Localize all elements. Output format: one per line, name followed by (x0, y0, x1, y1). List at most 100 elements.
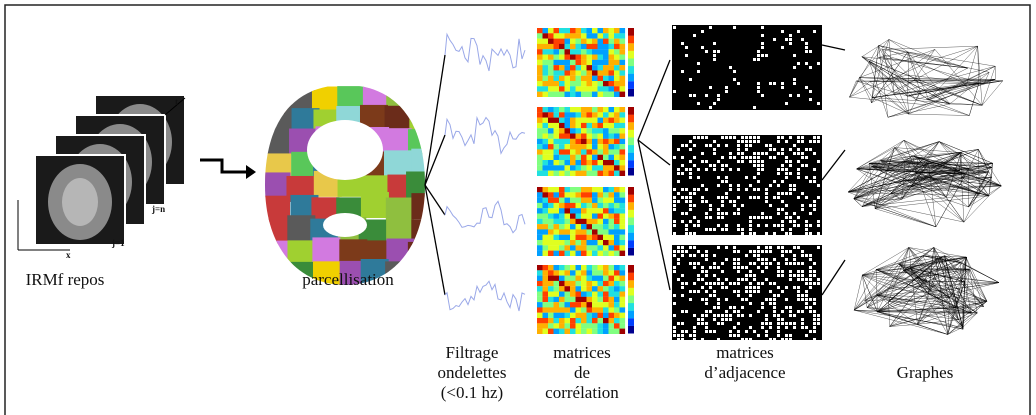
correlation-cell (548, 155, 554, 160)
correlation-cell (620, 203, 626, 208)
correlation-cell (576, 265, 582, 270)
adjacency-cell (777, 318, 780, 321)
adjacency-cell (673, 270, 676, 273)
label: ondelettes (438, 363, 507, 382)
adjacency-cell (765, 246, 768, 249)
adjacency-cell (805, 164, 808, 167)
adjacency-cell (673, 314, 676, 317)
correlation-cell (548, 245, 554, 250)
adjacency-cell (805, 294, 808, 297)
correlation-cell (559, 214, 565, 219)
adjacency-cell (741, 338, 744, 341)
correlation-cell (537, 134, 543, 139)
correlation-cell (620, 192, 626, 197)
adjacency-cell (689, 232, 692, 235)
correlation-cell (548, 49, 554, 54)
correlation-cell (554, 229, 560, 234)
correlation-cell (548, 81, 554, 86)
correlation-cell (559, 44, 565, 49)
adjacency-cell (737, 250, 740, 253)
adjacency-cell (749, 282, 752, 285)
correlation-cell (543, 286, 549, 291)
adjacency-cell (725, 144, 728, 147)
adjacency-cell (677, 334, 680, 337)
adjacency-cell (809, 266, 812, 269)
correlation-cell (548, 229, 554, 234)
adjacency-cell (745, 176, 748, 179)
correlation-cell (614, 92, 620, 97)
adjacency-cell (809, 286, 812, 289)
adjacency-cell (677, 192, 680, 195)
correlation-cell (581, 65, 587, 70)
adjacency-cell (765, 258, 768, 261)
adjacency-cell (769, 282, 772, 285)
correlation-cell (620, 155, 626, 160)
adjacency-cell (693, 144, 696, 147)
adjacency-cell (677, 148, 680, 151)
correlation-cell (537, 86, 543, 91)
adjacency-cell (813, 270, 816, 273)
adjacency-cell (681, 322, 684, 325)
correlation-cell (581, 128, 587, 133)
adjacency-cell (809, 254, 812, 257)
adjacency-cell (737, 282, 740, 285)
correlation-cell (554, 160, 560, 165)
adjacency-cell (757, 310, 760, 313)
adjacency-cell (749, 286, 752, 289)
adjacency-cell (773, 196, 776, 199)
adjacency-cell (773, 294, 776, 297)
adjacency-cell (713, 290, 716, 293)
adjacency-cell (761, 262, 764, 265)
correlation-cell (620, 240, 626, 245)
adjacency-cell (673, 26, 676, 29)
adjacency-cell (713, 140, 716, 143)
adjacency-cell (705, 228, 708, 231)
correlation-cell (609, 323, 615, 328)
adjacency-cell (805, 42, 808, 45)
adjacency-cell (761, 46, 764, 49)
correlation-cell (548, 286, 554, 291)
correlation-cell (614, 44, 620, 49)
correlation-cell (609, 219, 615, 224)
colorbar (628, 130, 634, 138)
correlation-cell (559, 28, 565, 33)
adjacency-cell (789, 148, 792, 151)
adjacency-cell (753, 254, 756, 257)
correlation-cell (548, 281, 554, 286)
correlation-cell (581, 318, 587, 323)
correlation-cell (543, 92, 549, 97)
correlation-cell (543, 65, 549, 70)
correlation-cell (603, 229, 609, 234)
adjacency-cell (793, 152, 796, 155)
adjacency-cell (789, 34, 792, 37)
correlation-cell (587, 235, 593, 240)
correlation-cell (576, 292, 582, 297)
adjacency-cell (761, 152, 764, 155)
adjacency-cell (701, 278, 704, 281)
correlation-cell (609, 86, 615, 91)
adjacency-cell (777, 152, 780, 155)
correlation-cell (587, 323, 593, 328)
adjacency-cell (809, 274, 812, 277)
adjacency-cell (713, 54, 716, 57)
correlation-cell (554, 297, 560, 302)
correlation-cell (620, 139, 626, 144)
adjacency-cell (801, 318, 804, 321)
adjacency-cell (769, 290, 772, 293)
adjacency-cell (757, 82, 760, 85)
adjacency-cell (777, 184, 780, 187)
adjacency-cell (797, 172, 800, 175)
correlation-cell (543, 270, 549, 275)
adjacency-cell (709, 86, 712, 89)
correlation-cell (603, 235, 609, 240)
correlation-cell (570, 297, 576, 302)
correlation-cell (614, 144, 620, 149)
colorbar (628, 36, 634, 44)
correlation-cell (576, 160, 582, 165)
adjacency-cell (717, 314, 720, 317)
colorbar (628, 195, 634, 203)
correlation-cell (537, 187, 543, 192)
correlation-cell (559, 39, 565, 44)
adjacency-cell (713, 50, 716, 53)
correlation-cell (587, 224, 593, 229)
